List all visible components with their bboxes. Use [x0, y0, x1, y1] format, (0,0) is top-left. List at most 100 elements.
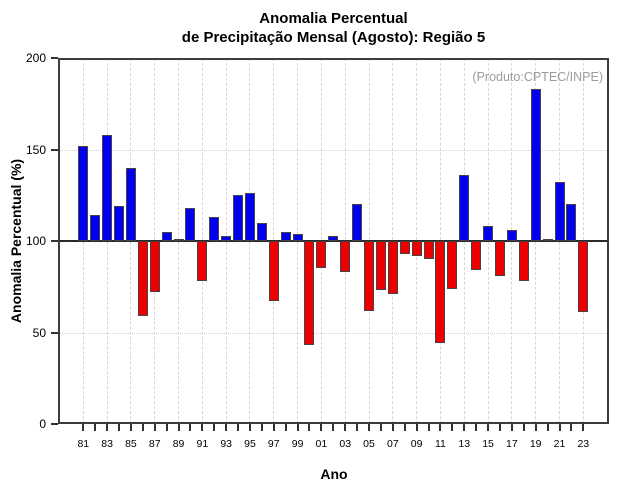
x-tick-1997 [272, 424, 275, 431]
x-tick-label-1987: 87 [148, 438, 161, 450]
x-tick-1995 [248, 424, 251, 431]
x-tick-1987 [153, 424, 156, 431]
x-tick-2022 [570, 424, 573, 431]
bar-1992 [209, 217, 220, 241]
y-tick-150 [51, 148, 58, 151]
x-tick-1983 [106, 424, 109, 431]
x-tick-label-2021: 21 [553, 438, 566, 450]
bar-1999 [292, 233, 303, 241]
x-tick-label-2007: 07 [386, 438, 399, 450]
plot-area: (Produto:CPTEC/INPE) [58, 58, 609, 424]
x-tick-label-1985: 85 [125, 438, 137, 450]
x-tick-2016 [498, 424, 501, 431]
bar-2011 [435, 241, 446, 344]
y-tick-100 [51, 240, 58, 242]
x-tick-label-1983: 83 [101, 438, 113, 450]
bar-2023 [578, 241, 589, 313]
x-axis-title: Ano [320, 466, 348, 482]
baseline-100 [58, 240, 609, 242]
x-tick-1991 [201, 424, 204, 431]
x-tick-2018 [522, 424, 525, 431]
x-tick-2003 [344, 424, 347, 431]
x-tick-label-1981: 81 [77, 438, 90, 450]
x-tick-1998 [284, 424, 287, 431]
x-tick-label-2009: 09 [410, 438, 423, 450]
bar-1984 [114, 206, 124, 241]
x-tick-1989 [177, 424, 180, 431]
bar-1993 [221, 235, 232, 241]
bar-2015 [483, 226, 494, 241]
bar-1995 [244, 193, 255, 241]
x-tick-2006 [379, 424, 382, 431]
y-tick-label-0: 0 [39, 417, 46, 431]
x-tick-2011 [439, 424, 442, 431]
x-tick-1988 [165, 424, 168, 431]
chart-title: Anomalia Percentual [259, 10, 408, 27]
bar-2017 [506, 230, 517, 241]
bar-1985 [125, 167, 136, 241]
bar-1994 [233, 195, 244, 241]
x-tick-1992 [213, 424, 216, 431]
x-tick-1986 [141, 424, 144, 431]
x-tick-2013 [463, 424, 466, 431]
bar-2007 [387, 241, 398, 295]
y-tick-label-150: 150 [25, 142, 46, 157]
x-tick-label-1993: 93 [220, 438, 232, 450]
bar-2021 [554, 182, 565, 241]
x-tick-label-2011: 11 [434, 438, 446, 450]
x-tick-label-2023: 23 [577, 438, 590, 450]
x-tick-2017 [510, 424, 513, 431]
h-gridline-50 [58, 332, 609, 334]
x-tick-2009 [415, 424, 418, 431]
x-tick-2001 [320, 424, 323, 431]
x-tick-2023 [582, 424, 585, 431]
bar-1998 [280, 231, 291, 241]
bar-2018 [518, 241, 529, 282]
x-tick-2000 [308, 424, 311, 431]
h-gridline-150 [58, 149, 609, 151]
product-credit-label: (Produto:CPTEC/INPE) [472, 70, 603, 84]
bar-1989 [173, 239, 184, 242]
bar-2009 [411, 241, 422, 256]
x-tick-2021 [558, 424, 561, 431]
x-tick-2020 [546, 424, 549, 431]
x-tick-label-1991: 91 [196, 438, 209, 450]
y-tick-label-50: 50 [32, 325, 46, 340]
x-tick-1985 [129, 424, 132, 431]
x-tick-2014 [475, 424, 478, 431]
bar-1996 [256, 222, 267, 241]
y-tick-label-200: 200 [25, 51, 46, 65]
x-tick-label-1999: 99 [291, 438, 304, 450]
bar-1983 [102, 134, 113, 241]
bar-2010 [423, 241, 434, 260]
y-tick-50 [51, 331, 58, 334]
x-tick-2005 [368, 424, 371, 431]
x-tick-2015 [487, 424, 490, 431]
chart-title-block: Anomalia Percentual de Precipitação Mens… [58, 9, 609, 47]
x-tick-label-2003: 03 [339, 438, 352, 450]
chart-subtitle: de Precipitação Mensal (Agosto): Região … [181, 29, 486, 46]
x-tick-label-2001: 01 [315, 438, 328, 450]
y-tick-label-100: 100 [25, 234, 46, 248]
bar-2003 [340, 241, 351, 273]
x-tick-2012 [451, 424, 454, 431]
x-tick-1981 [82, 424, 85, 431]
bar-2020 [542, 239, 553, 242]
bar-1988 [161, 231, 172, 241]
x-tick-label-2019: 19 [529, 438, 542, 450]
x-tick-1999 [296, 424, 299, 431]
x-tick-2007 [391, 424, 394, 431]
bar-2013 [459, 175, 470, 241]
x-tick-label-1997: 97 [267, 438, 280, 450]
bar-2019 [530, 89, 541, 241]
x-tick-2002 [332, 424, 335, 431]
bar-2016 [494, 241, 505, 276]
bar-2002 [328, 235, 339, 241]
bar-2000 [304, 241, 315, 346]
x-tick-label-2013: 13 [458, 438, 471, 450]
x-tick-1990 [189, 424, 192, 431]
x-tick-1993 [225, 424, 228, 431]
x-tick-label-2015: 15 [482, 438, 494, 450]
x-tick-2004 [356, 424, 359, 431]
